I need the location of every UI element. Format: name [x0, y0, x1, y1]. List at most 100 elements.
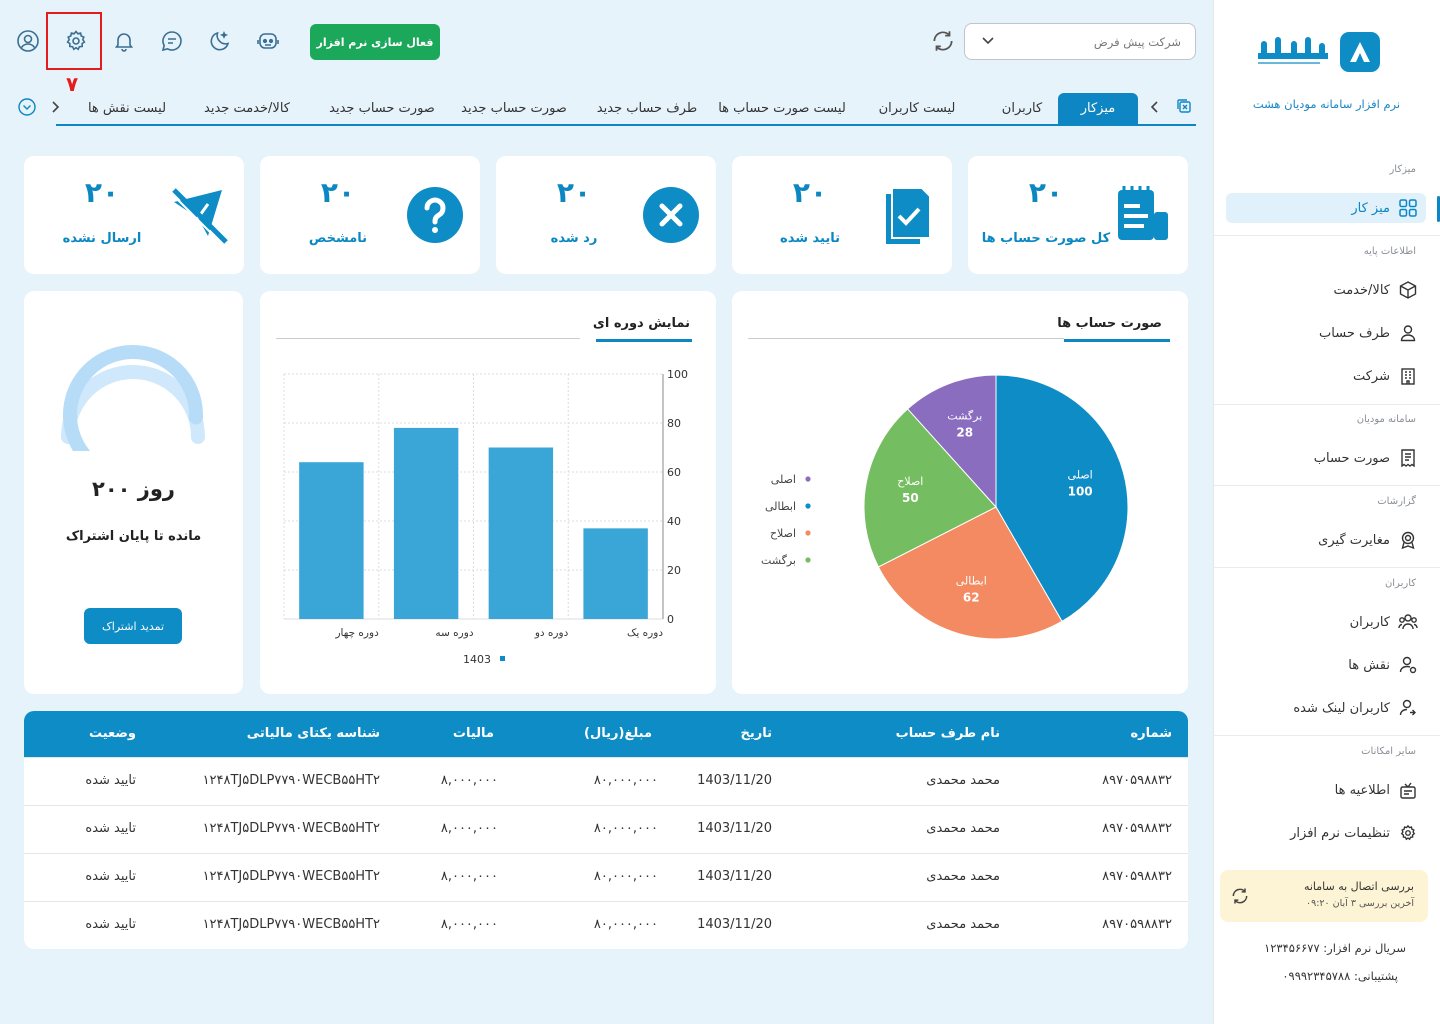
y-tick-label: 80	[667, 417, 681, 430]
table-row[interactable]: ۸۹۷۰۵۹۸۸۳۲ محمد محمدی 1403/11/20 ۸۰,۰۰۰,۰۰۰…	[24, 805, 1188, 853]
sidebar-item-invoices[interactable]: صورت حساب	[1226, 443, 1426, 473]
col-number: شماره	[1130, 726, 1172, 741]
gear-icon[interactable]	[63, 28, 89, 54]
moon-icon[interactable]	[207, 28, 233, 54]
tab-roles-list[interactable]: لیست نقش ها	[87, 101, 167, 116]
sidebar-item-label: میز کار	[1351, 200, 1390, 216]
stat-card-approved[interactable]: ۲۰ تایید شده	[732, 156, 952, 274]
chat-icon[interactable]	[159, 28, 185, 54]
not-sent-icon	[168, 184, 230, 246]
sidebar-item-products[interactable]: کالا/خدمت	[1226, 275, 1426, 305]
highlight-box	[46, 12, 102, 70]
chevron-left-icon[interactable]	[50, 100, 60, 114]
pie-chart: اصلی 100 ابطالی 62 اصلاح 50 برگشت 28 اصلی ابطالی ا…	[761, 374, 1129, 640]
tab-users-list[interactable]: لیست کاربران	[878, 101, 956, 116]
cell-number: ۸۹۷۰۵۹۸۸۳۲	[1102, 869, 1172, 884]
sidebar-divider	[1213, 735, 1440, 736]
sidebar-divider	[1213, 235, 1440, 236]
support-bot-icon[interactable]	[255, 28, 281, 54]
badge-icon	[1398, 530, 1418, 550]
user-circle-icon[interactable]	[15, 28, 41, 54]
close-tabs-icon[interactable]	[1176, 98, 1192, 114]
col-status: وضعیت	[88, 726, 136, 741]
receipt-icon	[1398, 448, 1418, 468]
sidebar-item-parties[interactable]: طرف حساب	[1226, 318, 1426, 348]
approved-doc-icon	[882, 184, 932, 246]
tab-dashboard[interactable]: میزکار	[1058, 93, 1138, 124]
legend-label: 1403	[463, 653, 491, 666]
person-icon	[1398, 323, 1418, 343]
circle-chevron-down-icon[interactable]	[18, 98, 36, 116]
sidebar-item-label: نقش ها	[1348, 657, 1390, 673]
tab-users[interactable]: کاربران	[1001, 101, 1043, 116]
refresh-icon[interactable]	[930, 28, 956, 54]
slice-value: 100	[1068, 484, 1093, 498]
stat-label: کل صورت حساب ها	[981, 231, 1111, 246]
stat-card-not-sent[interactable]: ۲۰ ارسال نشده	[24, 156, 244, 274]
legend-label: برگشت	[761, 554, 796, 567]
slice-label: ابطالی	[956, 575, 987, 588]
slice-value: 28	[956, 426, 973, 440]
legend-marker	[500, 656, 505, 661]
sidebar-item-reconciliation[interactable]: مغایرت گیری	[1226, 525, 1426, 555]
stat-card-unknown[interactable]: ۲۰ نامشخص	[260, 156, 480, 274]
table-row[interactable]: ۸۹۷۰۵۹۸۸۳۲ محمد محمدی 1403/11/20 ۸۰,۰۰۰,۰۰۰…	[24, 901, 1188, 949]
stat-label: تایید شده	[780, 231, 840, 246]
table-row[interactable]: ۸۹۷۰۵۹۸۸۳۲ محمد محمدی 1403/11/20 ۸۰,۰۰۰,۰۰۰…	[24, 757, 1188, 805]
sidebar-item-users[interactable]: کاربران	[1226, 607, 1426, 637]
activate-software-button[interactable]: فعال سازی نرم افزار	[310, 24, 440, 60]
renew-subscription-button[interactable]: تمدید اشتراک	[84, 608, 182, 644]
cell-party: محمد محمدی	[926, 869, 1000, 884]
slice-label: برگشت	[947, 410, 982, 423]
tab-new-party[interactable]: طرف حساب جدید	[596, 101, 698, 116]
connection-check-box[interactable]: بررسی اتصال به سامانه آخرین بررسی ۳ آبان…	[1220, 870, 1428, 922]
tab-new-invoice-2[interactable]: صورت حساب جدید	[329, 101, 435, 116]
x-tick-label: دوره سه	[435, 627, 473, 639]
col-date: تاریخ	[740, 726, 773, 741]
cell-date: 1403/11/20	[697, 821, 772, 836]
brand-logo[interactable]	[1256, 30, 1382, 74]
cell-amount: ۸۰,۰۰۰,۰۰۰	[593, 773, 658, 788]
sidebar-divider	[1213, 485, 1440, 486]
subscription-gauge	[61, 345, 205, 451]
sidebar-section-reports: گزارشات	[1377, 496, 1416, 507]
cell-tax: ۸,۰۰۰,۰۰۰	[440, 917, 498, 932]
panel-title-line	[276, 338, 580, 339]
sidebar-item-announcements[interactable]: اطلاعیه ها	[1226, 775, 1426, 805]
tab-new-invoice-1[interactable]: صورت حساب جدید	[461, 101, 567, 116]
stat-card-total[interactable]: ۲۰ کل صورت حساب ها	[968, 156, 1188, 274]
y-tick-label: 20	[667, 564, 681, 577]
panel-title-accent	[1064, 339, 1170, 342]
tab-bar: لیست نقش ها کالا/خدمت جدید صورت حساب جدی…	[16, 88, 1196, 126]
user-role-icon	[1398, 655, 1418, 675]
pie-slice	[863, 408, 997, 568]
tab-invoice-list[interactable]: لیست صورت حساب ها	[718, 101, 846, 116]
refresh-icon[interactable]	[1230, 886, 1250, 906]
connection-title: بررسی اتصال به سامانه	[1303, 880, 1414, 893]
bar	[393, 427, 459, 619]
legend-label: اصلاح	[770, 527, 796, 540]
cell-tax: ۸,۰۰۰,۰۰۰	[440, 821, 498, 836]
sidebar-item-dashboard[interactable]: میز کار	[1226, 193, 1426, 223]
company-select[interactable]: شرکت پیش فرض	[964, 23, 1196, 60]
table-row[interactable]: ۸۹۷۰۵۹۸۸۳۲ محمد محمدی 1403/11/20 ۸۰,۰۰۰,۰۰۰…	[24, 853, 1188, 901]
company-select-value: شرکت پیش فرض	[1093, 35, 1181, 49]
y-tick-label: 100	[667, 368, 688, 381]
connection-subtitle: آخرین بررسی ۳ آبان ۰۹:۲۰	[1306, 898, 1414, 909]
sidebar-item-settings[interactable]: تنظیمات نرم افزار	[1226, 818, 1426, 848]
slice-value: 62	[963, 591, 980, 605]
sidebar-item-company[interactable]: شرکت	[1226, 361, 1426, 391]
sidebar-item-label: شرکت	[1352, 368, 1390, 384]
bell-icon[interactable]	[111, 28, 137, 54]
highlight-number: ۷	[66, 72, 79, 96]
tab-new-product[interactable]: کالا/خدمت جدید	[204, 101, 290, 116]
y-tick-label: 0	[667, 613, 674, 626]
sidebar-item-roles[interactable]: نقش ها	[1226, 650, 1426, 680]
cell-tax: ۸,۰۰۰,۰۰۰	[440, 773, 498, 788]
stat-label: رد شده	[550, 231, 598, 246]
sidebar-item-linked-users[interactable]: کاربران لینک شده	[1226, 693, 1426, 723]
legend-label: اصلی	[771, 473, 796, 486]
stat-card-rejected[interactable]: ۲۰ رد شده	[496, 156, 716, 274]
rejected-icon	[642, 186, 700, 244]
chevron-left-icon[interactable]	[1150, 100, 1160, 114]
